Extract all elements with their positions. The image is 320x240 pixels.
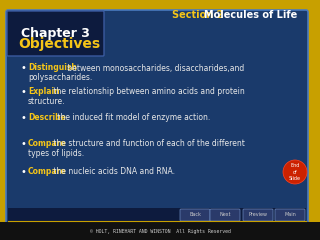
Bar: [0, 222, 320, 240]
Text: between monosaccharides, disaccharides,and: between monosaccharides, disaccharides,a…: [65, 64, 244, 72]
Text: the structure and function of each of the different: the structure and function of each of th…: [52, 139, 245, 149]
Text: •: •: [20, 87, 26, 97]
Text: •: •: [20, 63, 26, 73]
Text: © HOLT, RINEHART AND WINSTON  All Rights Reserved: © HOLT, RINEHART AND WINSTON All Rights …: [90, 228, 230, 234]
Text: Compare: Compare: [28, 139, 67, 149]
Text: End
of
Slide: End of Slide: [289, 163, 301, 181]
FancyBboxPatch shape: [8, 208, 306, 222]
Text: Explain: Explain: [28, 88, 60, 96]
FancyBboxPatch shape: [243, 209, 273, 221]
Text: Compare: Compare: [28, 168, 67, 176]
Text: the nucleic acids DNA and RNA.: the nucleic acids DNA and RNA.: [52, 168, 175, 176]
Text: Describe: Describe: [28, 114, 66, 122]
FancyBboxPatch shape: [6, 10, 308, 224]
Text: structure.: structure.: [28, 96, 66, 106]
FancyBboxPatch shape: [180, 209, 210, 221]
FancyBboxPatch shape: [275, 209, 305, 221]
Text: •: •: [20, 139, 26, 149]
Text: Distinguish: Distinguish: [28, 64, 77, 72]
Text: Molecules of Life: Molecules of Life: [204, 10, 297, 20]
Text: polysaccharides.: polysaccharides.: [28, 72, 92, 82]
Circle shape: [283, 160, 307, 184]
Text: Section 2: Section 2: [172, 10, 227, 20]
FancyBboxPatch shape: [7, 11, 104, 56]
Text: Main: Main: [284, 212, 296, 217]
Text: the induced fit model of enzyme action.: the induced fit model of enzyme action.: [55, 114, 210, 122]
Text: Objectives: Objectives: [18, 37, 100, 51]
Text: •: •: [20, 167, 26, 177]
Text: the relationship between amino acids and protein: the relationship between amino acids and…: [52, 88, 245, 96]
FancyBboxPatch shape: [210, 209, 240, 221]
Text: types of lipids.: types of lipids.: [28, 149, 84, 157]
Text: •: •: [20, 113, 26, 123]
Text: Next: Next: [219, 212, 231, 217]
Text: Chapter 3: Chapter 3: [20, 26, 89, 40]
Text: Back: Back: [189, 212, 201, 217]
Text: Preview: Preview: [249, 212, 268, 217]
